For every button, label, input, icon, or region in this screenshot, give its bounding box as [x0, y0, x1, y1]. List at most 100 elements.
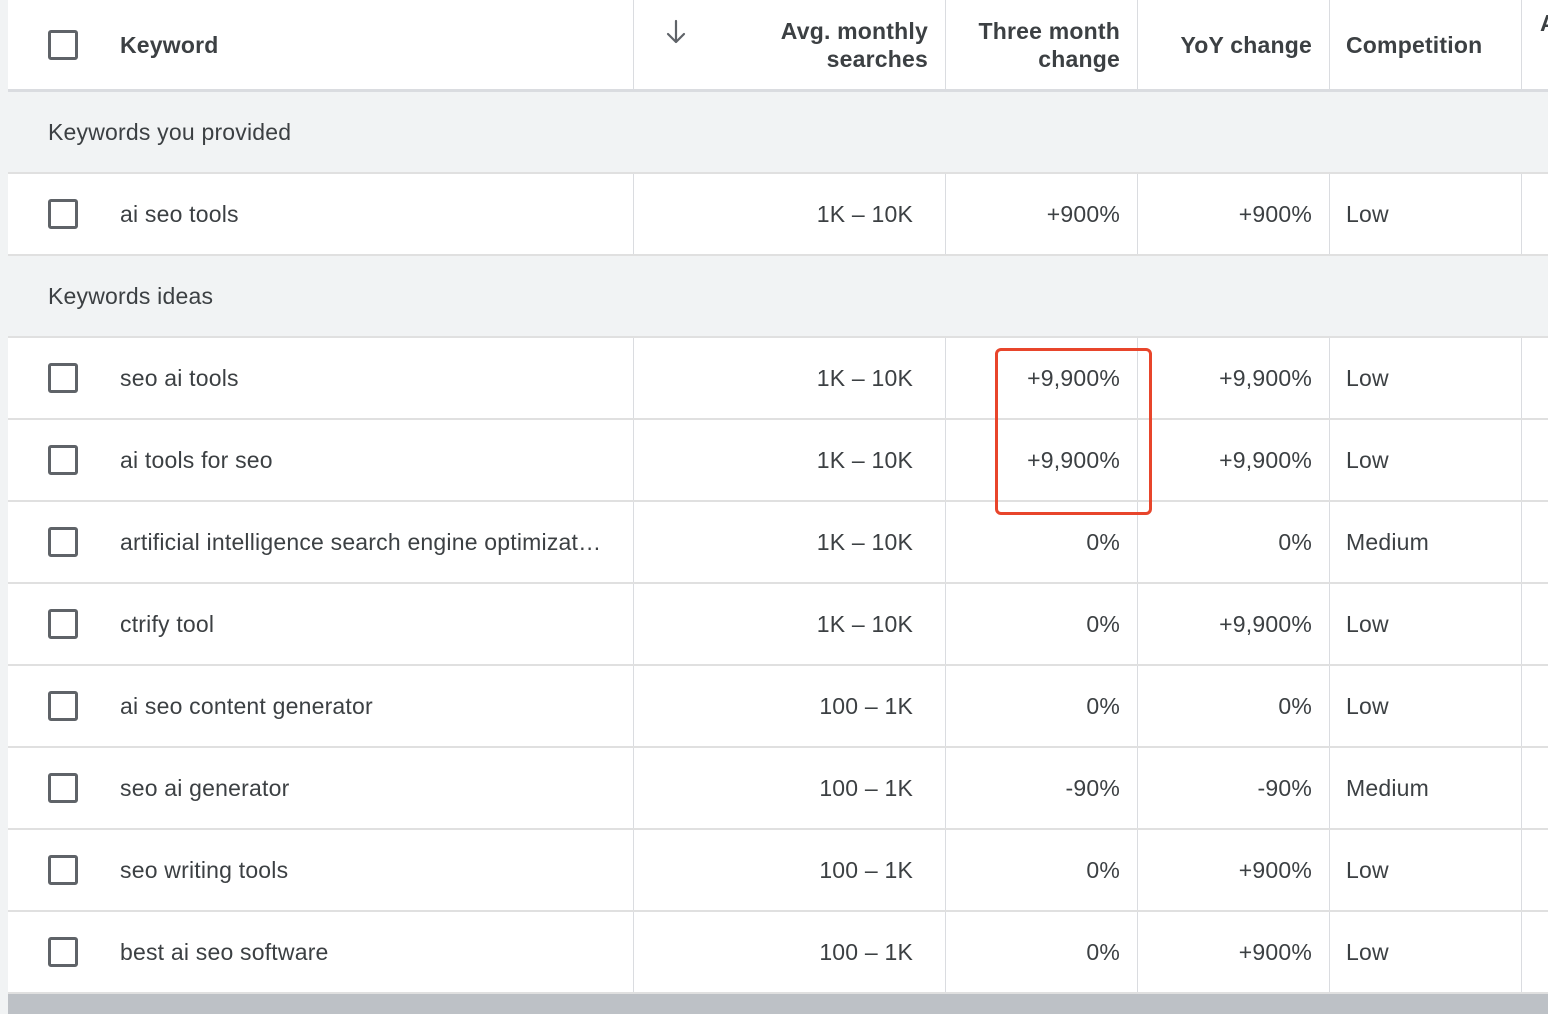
competition-cell: Low — [1346, 856, 1389, 883]
column-header-three-month-change[interactable]: Three month change — [945, 0, 1120, 89]
column-divider — [1521, 420, 1522, 500]
row-checkbox[interactable] — [48, 609, 78, 639]
keyword-text: ai seo content generator — [120, 692, 373, 719]
column-divider — [633, 912, 634, 992]
row-checkbox[interactable] — [48, 691, 78, 721]
competition-cell: Low — [1346, 692, 1389, 719]
column-divider — [1137, 748, 1138, 828]
keyword-text: seo writing tools — [120, 856, 289, 883]
column-divider — [1329, 502, 1330, 582]
yoy-change-cell: +9,900% — [1219, 446, 1312, 473]
keyword-cell[interactable]: artificial intelligence search engine op… — [120, 502, 620, 582]
keyword-ideas-table: Keyword Avg. monthly searches Three mont… — [8, 0, 1548, 994]
column-divider — [945, 584, 946, 664]
three-month-change-cell: 0% — [1086, 856, 1120, 883]
section-header-ideas: Keywords ideas — [8, 256, 1548, 338]
table-row[interactable]: ai tools for seo 1K – 10K +9,900% +9,900… — [8, 420, 1548, 502]
three-month-change-cell: 0% — [1086, 938, 1120, 965]
table-row[interactable]: best ai seo software 100 – 1K 0% +900% L… — [8, 912, 1548, 994]
table-row[interactable]: seo writing tools 100 – 1K 0% +900% Low — [8, 830, 1548, 912]
keyword-cell[interactable]: ai seo content generator — [120, 666, 620, 746]
keyword-cell[interactable]: ctrify tool — [120, 584, 620, 664]
row-checkbox[interactable] — [48, 199, 78, 229]
row-checkbox[interactable] — [48, 773, 78, 803]
avg-monthly-searches-cell: 1K – 10K — [816, 610, 913, 637]
column-divider — [945, 174, 946, 254]
column-header-competition[interactable]: Competition — [1346, 0, 1516, 89]
keyword-cell[interactable]: ai seo tools — [120, 174, 620, 254]
avg-monthly-searches-cell: 1K – 10K — [816, 446, 913, 473]
keyword-text: seo ai generator — [120, 774, 290, 801]
column-divider — [945, 666, 946, 746]
column-divider — [1329, 666, 1330, 746]
table-row[interactable]: artificial intelligence search engine op… — [8, 502, 1548, 584]
keyword-text: ai seo tools — [120, 200, 239, 227]
row-checkbox[interactable] — [48, 445, 78, 475]
column-divider — [633, 666, 634, 746]
competition-header-label: Competition — [1346, 31, 1483, 58]
column-divider — [1521, 174, 1522, 254]
row-checkbox[interactable] — [48, 855, 78, 885]
avg-monthly-searches-cell: 1K – 10K — [816, 528, 913, 555]
column-divider — [1521, 584, 1522, 664]
row-checkbox[interactable] — [48, 363, 78, 393]
column-divider — [1137, 338, 1138, 418]
row-checkbox[interactable] — [48, 937, 78, 967]
column-divider — [1329, 830, 1330, 910]
competition-cell: Medium — [1346, 528, 1430, 555]
avg-monthly-searches-cell: 100 – 1K — [819, 938, 913, 965]
table-row[interactable]: ai seo content generator 100 – 1K 0% 0% … — [8, 666, 1548, 748]
column-divider — [945, 420, 946, 500]
table-row[interactable]: ctrify tool 1K – 10K 0% +9,900% Low — [8, 584, 1548, 666]
column-divider — [1521, 830, 1522, 910]
table-row[interactable]: ai seo tools 1K – 10K +900% +900% Low — [8, 174, 1548, 256]
column-divider — [633, 0, 634, 89]
horizontal-scrollbar[interactable] — [8, 994, 1548, 1014]
column-divider — [633, 830, 634, 910]
table-row[interactable]: seo ai generator 100 – 1K -90% -90% Medi… — [8, 748, 1548, 830]
column-divider — [1329, 584, 1330, 664]
highlight-box — [995, 348, 1152, 515]
column-divider — [1329, 338, 1330, 418]
three-month-change-cell: 0% — [1086, 528, 1120, 555]
column-divider — [945, 0, 946, 89]
section-label-provided: Keywords you provided — [48, 118, 292, 145]
keyword-cell[interactable]: seo ai generator — [120, 748, 620, 828]
column-divider — [1521, 912, 1522, 992]
keyword-cell[interactable]: seo writing tools — [120, 830, 620, 910]
column-divider — [1329, 748, 1330, 828]
column-header-yoy-change[interactable]: YoY change — [1137, 0, 1312, 89]
yoy-change-cell: 0% — [1278, 692, 1312, 719]
avg-monthly-searches-cell: 100 – 1K — [819, 856, 913, 883]
column-divider — [1329, 174, 1330, 254]
competition-cell: Low — [1346, 200, 1389, 227]
keyword-text: seo ai tools — [120, 364, 239, 391]
column-divider — [945, 912, 946, 992]
competition-cell: Low — [1346, 364, 1389, 391]
column-divider — [1137, 830, 1138, 910]
column-divider — [945, 748, 946, 828]
column-divider — [1329, 912, 1330, 992]
arrow-down-icon[interactable] — [664, 18, 688, 46]
yoy-change-cell: +9,900% — [1219, 610, 1312, 637]
column-divider — [1521, 502, 1522, 582]
column-divider — [1137, 502, 1138, 582]
column-divider — [1329, 0, 1330, 89]
keyword-cell[interactable]: best ai seo software — [120, 912, 620, 992]
competition-cell: Low — [1346, 938, 1389, 965]
select-all-checkbox[interactable] — [48, 30, 78, 60]
column-divider — [633, 338, 634, 418]
table-row[interactable]: seo ai tools 1K – 10K +9,900% +9,900% Lo… — [8, 338, 1548, 420]
next-column-header-partial[interactable]: A — [1540, 10, 1548, 37]
column-header-keyword[interactable]: Keyword — [120, 0, 219, 89]
avg-header-line2: searches — [826, 45, 928, 72]
section-label-ideas: Keywords ideas — [48, 282, 214, 309]
yoy-change-cell: +900% — [1238, 200, 1312, 227]
keyword-cell[interactable]: ai tools for seo — [120, 420, 620, 500]
row-checkbox[interactable] — [48, 527, 78, 557]
competition-cell: Medium — [1346, 774, 1430, 801]
keyword-cell[interactable]: seo ai tools — [120, 338, 620, 418]
column-header-avg-monthly-searches[interactable]: Avg. monthly searches — [633, 0, 928, 89]
column-divider — [1137, 0, 1138, 89]
